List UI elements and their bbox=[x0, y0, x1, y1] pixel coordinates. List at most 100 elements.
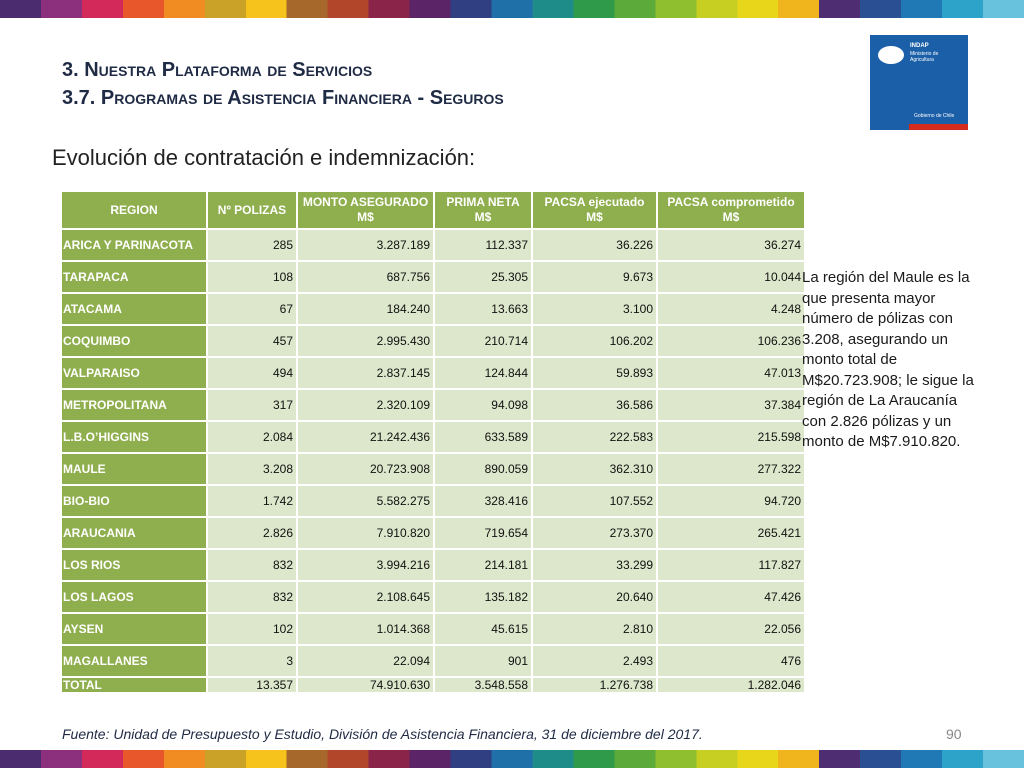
logo-ministry: Ministerio de Agricultura bbox=[910, 51, 939, 63]
cell: 33.299 bbox=[533, 550, 656, 580]
subtitle: 3.7. Programas de Asistencia Financiera … bbox=[62, 87, 504, 109]
logo-name: INDAP bbox=[910, 43, 929, 49]
column-header: PRIMA NETA M$ bbox=[435, 192, 531, 228]
cell: 21.242.436 bbox=[298, 422, 433, 452]
total-cell: 1.282.046 bbox=[658, 678, 804, 692]
region-cell: LOS RIOS bbox=[62, 550, 206, 580]
table-row: MAULE 3.208 20.723.908 890.059 362.310 277.32… bbox=[62, 454, 804, 484]
cell: 2.810 bbox=[533, 614, 656, 644]
total-cell: 1.276.738 bbox=[533, 678, 656, 692]
column-header: Nº POLIZAS bbox=[208, 192, 296, 228]
cell: 3 bbox=[208, 646, 296, 676]
table-row: AYSEN 102 1.014.368 45.615 2.810 22.056 bbox=[62, 614, 804, 644]
cell: 214.181 bbox=[435, 550, 531, 580]
column-header: REGION bbox=[62, 192, 206, 228]
cell: 2.320.109 bbox=[298, 390, 433, 420]
cell: 3.208 bbox=[208, 454, 296, 484]
cell: 124.844 bbox=[435, 358, 531, 388]
region-cell: VALPARAISO bbox=[62, 358, 206, 388]
cell: 890.059 bbox=[435, 454, 531, 484]
cell: 832 bbox=[208, 582, 296, 612]
cell: 94.098 bbox=[435, 390, 531, 420]
region-cell: LOS LAGOS bbox=[62, 582, 206, 612]
cell: 633.589 bbox=[435, 422, 531, 452]
cell: 3.287.189 bbox=[298, 230, 433, 260]
cell: 59.893 bbox=[533, 358, 656, 388]
header-row: REGION Nº POLIZAS MONTO ASEGURADO M$ PRIMA … bbox=[62, 192, 804, 228]
cell: 7.910.820 bbox=[298, 518, 433, 548]
cell: 9.673 bbox=[533, 262, 656, 292]
logo: INDAP Ministerio de Agricultura Gobierno… bbox=[870, 35, 968, 130]
region-cell: ARICA Y PARINACOTA bbox=[62, 230, 206, 260]
emblem bbox=[878, 46, 904, 64]
cell: 45.615 bbox=[435, 614, 531, 644]
cell: 117.827 bbox=[658, 550, 804, 580]
cell: 22.094 bbox=[298, 646, 433, 676]
total-cell: 13.357 bbox=[208, 678, 296, 692]
cell: 106.202 bbox=[533, 326, 656, 356]
region-cell: COQUIMBO bbox=[62, 326, 206, 356]
cell: 4.248 bbox=[658, 294, 804, 324]
page-number: 90 bbox=[946, 726, 962, 742]
cell: 20.640 bbox=[533, 582, 656, 612]
cell: 135.182 bbox=[435, 582, 531, 612]
cell: 1.014.368 bbox=[298, 614, 433, 644]
cell: 10.044 bbox=[658, 262, 804, 292]
cell: 47.426 bbox=[658, 582, 804, 612]
table-row: ARICA Y PARINACOTA 285 3.287.189 112.337 36.… bbox=[62, 230, 804, 260]
cell: 102 bbox=[208, 614, 296, 644]
table-row: VALPARAISO 494 2.837.145 124.844 59.893 47.01… bbox=[62, 358, 804, 388]
cell: 36.226 bbox=[533, 230, 656, 260]
table-row: LOS RIOS 832 3.994.216 214.181 33.299 117.827 bbox=[62, 550, 804, 580]
cell: 36.274 bbox=[658, 230, 804, 260]
total-label: TOTAL bbox=[62, 678, 206, 692]
cell: 3.100 bbox=[533, 294, 656, 324]
cell: 362.310 bbox=[533, 454, 656, 484]
top-stripe bbox=[0, 0, 1024, 18]
region-cell: MAGALLANES bbox=[62, 646, 206, 676]
total-row: TOTAL 13.357 74.910.630 3.548.558 1.276.738 1… bbox=[62, 678, 804, 692]
table-row: METROPOLITANA 317 2.320.109 94.098 36.586 37.… bbox=[62, 390, 804, 420]
table-row: ARAUCANIA 2.826 7.910.820 719.654 273.370 265… bbox=[62, 518, 804, 548]
total-cell: 3.548.558 bbox=[435, 678, 531, 692]
cell: 277.322 bbox=[658, 454, 804, 484]
table-row: TARAPACA 108 687.756 25.305 9.673 10.044 bbox=[62, 262, 804, 292]
table-row: LOS LAGOS 832 2.108.645 135.182 20.640 47.426 bbox=[62, 582, 804, 612]
cell: 2.493 bbox=[533, 646, 656, 676]
cell: 210.714 bbox=[435, 326, 531, 356]
note: La región del Maule es la que presenta m… bbox=[802, 269, 974, 450]
column-header: PACSA ejecutado M$ bbox=[533, 192, 656, 228]
logo-government: Gobierno de Chile bbox=[914, 113, 955, 119]
cell: 494 bbox=[208, 358, 296, 388]
cell: 13.663 bbox=[435, 294, 531, 324]
column-header: MONTO ASEGURADO M$ bbox=[298, 192, 433, 228]
cell: 328.416 bbox=[435, 486, 531, 516]
cell: 36.586 bbox=[533, 390, 656, 420]
cell: 107.552 bbox=[533, 486, 656, 516]
cell: 94.720 bbox=[658, 486, 804, 516]
cell: 273.370 bbox=[533, 518, 656, 548]
cell: 317 bbox=[208, 390, 296, 420]
cell: 2.995.430 bbox=[298, 326, 433, 356]
cell: 2.826 bbox=[208, 518, 296, 548]
bottom-stripe bbox=[0, 750, 1024, 768]
heading: Evolución de contratación e indemnizació… bbox=[52, 145, 476, 170]
region-cell: ARAUCANIA bbox=[62, 518, 206, 548]
cell: 112.337 bbox=[435, 230, 531, 260]
cell: 37.384 bbox=[658, 390, 804, 420]
cell: 687.756 bbox=[298, 262, 433, 292]
column-header: PACSA comprometido M$ bbox=[658, 192, 804, 228]
cell: 901 bbox=[435, 646, 531, 676]
region-cell: ATACAMA bbox=[62, 294, 206, 324]
cell: 265.421 bbox=[658, 518, 804, 548]
cell: 5.582.275 bbox=[298, 486, 433, 516]
cell: 215.598 bbox=[658, 422, 804, 452]
cell: 22.056 bbox=[658, 614, 804, 644]
cell: 25.305 bbox=[435, 262, 531, 292]
cell: 1.742 bbox=[208, 486, 296, 516]
cell: 457 bbox=[208, 326, 296, 356]
cell: 3.994.216 bbox=[298, 550, 433, 580]
cell: 106.236 bbox=[658, 326, 804, 356]
cell: 2.084 bbox=[208, 422, 296, 452]
